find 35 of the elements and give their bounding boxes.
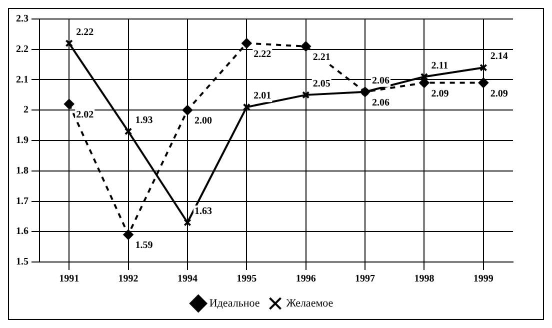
x-tick-label: 1999 [473, 274, 494, 285]
y-tick-label: 2.2 [16, 44, 28, 55]
data-label: 2.09 [490, 88, 508, 100]
data-label: 2.06 [372, 75, 390, 86]
x-tick-label: 1997 [355, 274, 376, 285]
y-tick-label: 2.3 [16, 14, 28, 25]
y-tick-label: 2 [24, 104, 28, 116]
data-label: 2.14 [490, 51, 508, 62]
legend-label: Желаемое [286, 297, 334, 310]
x-tick-label: 1995 [236, 274, 257, 285]
data-label: 2.09 [431, 88, 449, 100]
data-label: 2.00 [194, 116, 212, 127]
data-label: 2.11 [431, 60, 448, 72]
x-tick-label: 1998 [414, 274, 434, 285]
x-tick-label: 1992 [118, 274, 138, 285]
data-label: 2.22 [76, 26, 94, 38]
x-tick-label: 1996 [296, 274, 316, 285]
legend-label: Идеальное [209, 297, 260, 310]
data-label: 2.22 [254, 48, 272, 60]
y-tick-label: 1.6 [16, 226, 28, 238]
x-tick-label: 1991 [59, 274, 80, 285]
data-label: 2.06 [372, 97, 390, 108]
data-label: 1.93 [135, 114, 153, 126]
x-tick-label: 1994 [177, 274, 198, 285]
y-tick-label: 1.9 [16, 135, 28, 146]
y-tick-label: 1.5 [16, 256, 28, 268]
data-label: 2.01 [254, 90, 272, 102]
data-label: 2.05 [312, 78, 330, 90]
data-label: 1.59 [135, 240, 153, 252]
y-tick-label: 2.1 [16, 74, 28, 86]
y-tick-label: 1.8 [16, 165, 28, 176]
data-label: 1.63 [194, 206, 212, 218]
data-label: 2.21 [312, 52, 330, 63]
y-tick-label: 1.7 [16, 196, 28, 207]
data-label: 2.02 [76, 110, 94, 121]
